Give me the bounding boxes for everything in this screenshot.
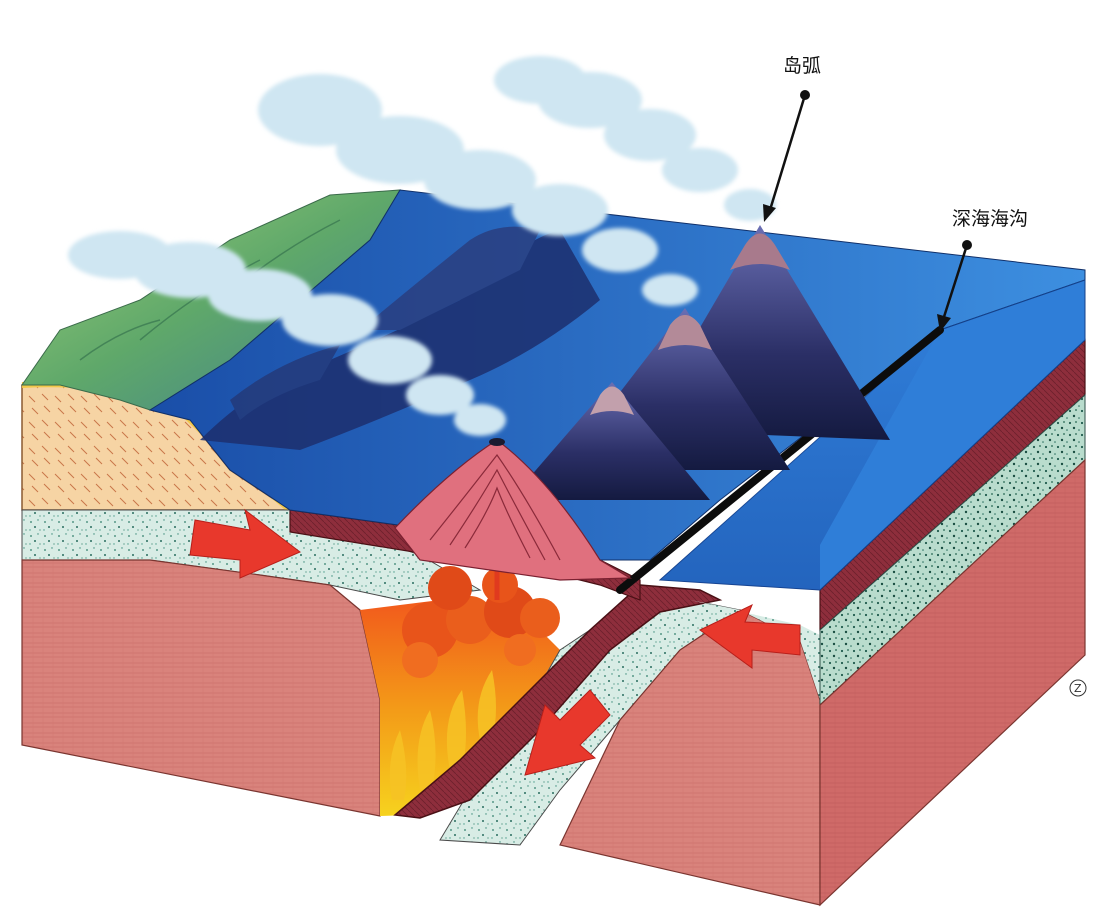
plume-1 (68, 231, 506, 436)
trench-label: 深海海沟 (952, 208, 1028, 230)
arrow-down-left-icon (524, 689, 611, 776)
magma-blobs (402, 566, 560, 678)
island-arc-label: 岛弧 (783, 55, 821, 77)
ocean-surface (21, 189, 1086, 594)
mantle-left (21, 559, 381, 817)
island-arc-dot (800, 90, 810, 100)
island-arc-leader-line (768, 94, 807, 211)
trench-leader-line (941, 244, 969, 321)
volcano-2-cap (658, 315, 712, 350)
volcano-1-cap (730, 233, 790, 270)
volcano-3-cap (590, 386, 634, 415)
ocean-front-face (660, 330, 940, 590)
right-side-face (819, 338, 1086, 907)
trench-dot (962, 240, 972, 250)
subducting-oceanic-crust (393, 584, 723, 819)
plume-2 (258, 74, 698, 306)
corner-mark: Z (1069, 679, 1087, 697)
arrow-left-icon (699, 603, 801, 669)
ocean-top (148, 189, 1086, 561)
right-mantle-band (819, 458, 1086, 907)
corner-mark-label: Z (1074, 682, 1082, 695)
volcano-cross-section (394, 439, 633, 581)
arrow-right-icon (189, 508, 301, 579)
plume-3 (494, 56, 776, 221)
trench-arrowhead (937, 314, 951, 332)
volcano-3 (510, 382, 710, 500)
plate-motion-arrows (189, 508, 801, 776)
trench-pointer: 深海海沟 (937, 208, 1028, 332)
volcano-vent (489, 438, 505, 446)
cone-layers (429, 453, 561, 561)
steam-plumes (68, 56, 776, 436)
magma-flames (389, 670, 496, 800)
corner-mark-circle (1069, 679, 1087, 697)
island-arc-pointer: 岛弧 (763, 55, 821, 222)
island-arc-arrowhead (763, 204, 776, 222)
volcanoes (394, 225, 890, 581)
